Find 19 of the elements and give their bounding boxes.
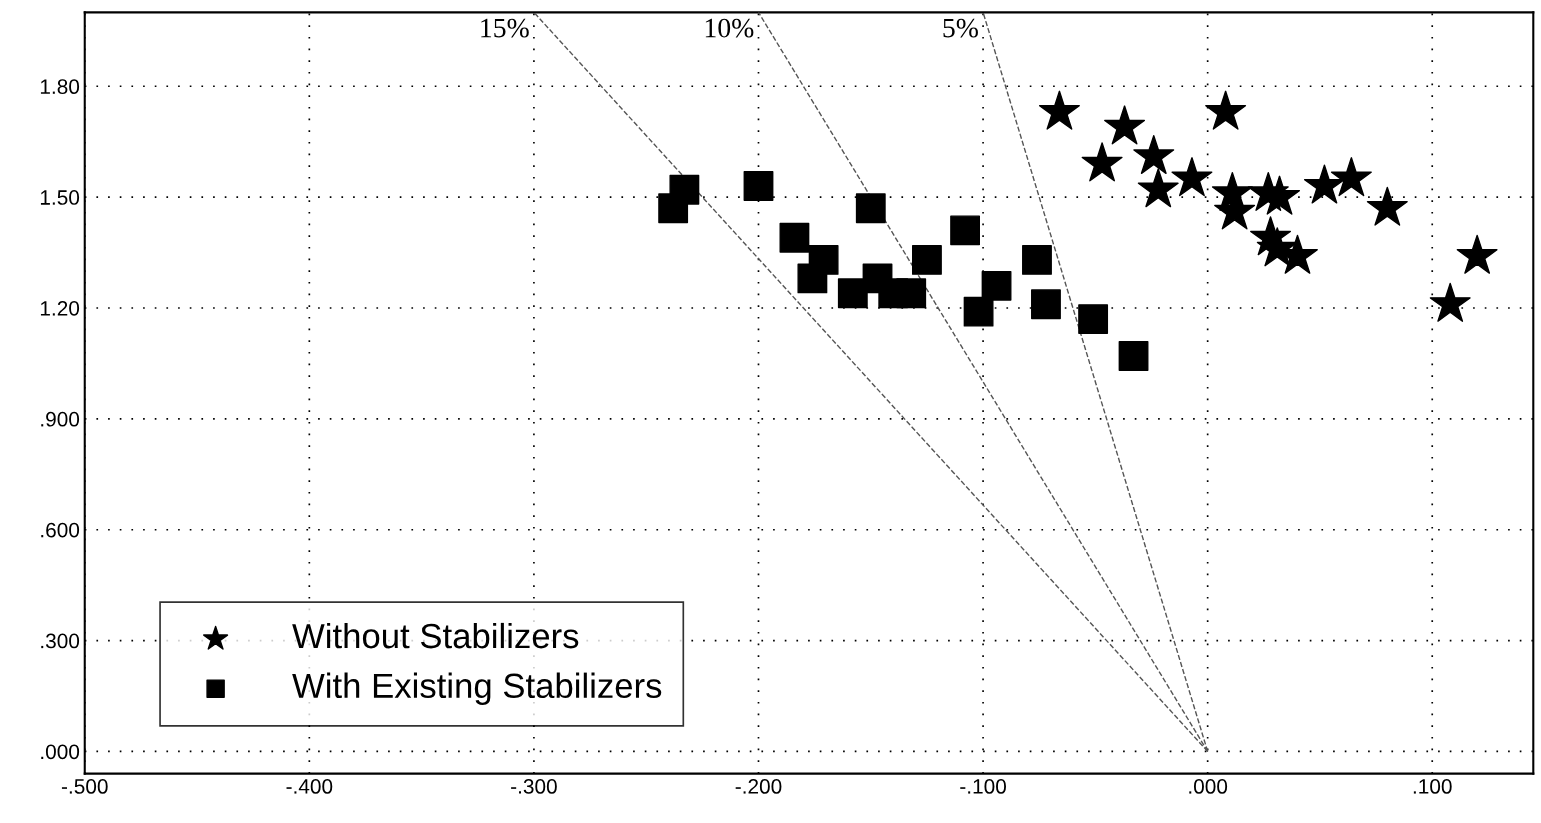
legend-label: Without Stabilizers xyxy=(292,622,579,649)
y-tick-label: .600 xyxy=(41,522,80,538)
x-tick-label: .100 xyxy=(1413,779,1452,794)
x-tick-label: -.500 xyxy=(61,779,108,794)
x-tick-label: -.300 xyxy=(511,779,557,794)
y-tick-label: .300 xyxy=(41,633,80,649)
y-tick-label: 1.50 xyxy=(40,190,80,205)
x-tick-label: -.200 xyxy=(735,779,782,794)
y-tick-label: .900 xyxy=(41,411,80,427)
legend-label: With Existing Stabilizers xyxy=(292,672,662,705)
x-tick-label: -.100 xyxy=(960,779,1006,794)
y-tick-label: 1.20 xyxy=(40,300,80,316)
y-tick-label: .000 xyxy=(41,744,80,760)
annotation: 15% xyxy=(481,18,529,38)
x-tick-label: .000 xyxy=(1189,779,1228,794)
x-tick-label: -.400 xyxy=(286,779,333,794)
annotation: 10% xyxy=(705,18,754,38)
y-tick-label: 1.80 xyxy=(40,79,80,95)
annotation: 5% xyxy=(943,18,978,38)
